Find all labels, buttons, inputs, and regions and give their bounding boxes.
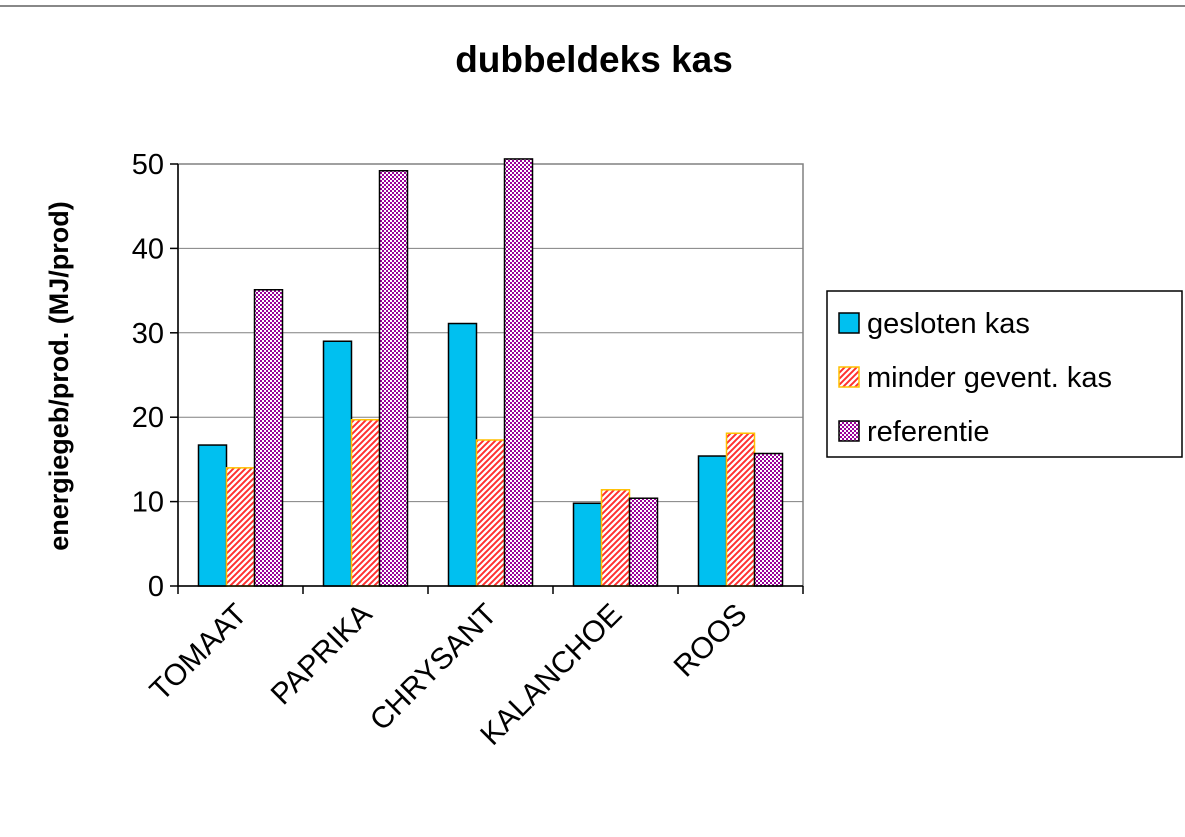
axes bbox=[177, 164, 803, 587]
bar-kalanchoe-minder-gevent-kas bbox=[600, 489, 631, 587]
y-tick-label: 0 bbox=[148, 571, 164, 603]
y-axis-label: energiegeb/prod. (MJ/prod) bbox=[44, 201, 74, 551]
legend-label: gesloten kas bbox=[867, 308, 1030, 340]
bar-paprika-referentie bbox=[378, 170, 409, 587]
bar-tomaat-referentie bbox=[253, 289, 284, 587]
x-tick-label-chrysant: CHRYSANT bbox=[364, 598, 504, 738]
legend-swatch bbox=[838, 312, 860, 334]
y-tick-label: 10 bbox=[132, 487, 164, 519]
y-tick-label: 40 bbox=[132, 233, 164, 265]
y-ticks: 0 10 20 30 40 50 bbox=[132, 149, 178, 603]
y-tick-label: 20 bbox=[132, 402, 164, 434]
legend-swatch bbox=[838, 366, 860, 388]
y-tick-label: 30 bbox=[132, 318, 164, 350]
y-tick-label: 50 bbox=[132, 149, 164, 181]
legend-label: minder gevent. kas bbox=[867, 362, 1112, 394]
chart-title: dubbeldeks kas bbox=[455, 39, 733, 80]
x-tick-label-tomaat: TOMAAT bbox=[144, 598, 254, 708]
bar-kalanchoe-referentie bbox=[628, 497, 659, 587]
bar-chrysant-gesloten-kas bbox=[447, 322, 478, 587]
bar-tomaat-minder-gevent-kas bbox=[225, 467, 256, 587]
bar-paprika-minder-gevent-kas bbox=[350, 418, 381, 587]
bar-tomaat-gesloten-kas bbox=[197, 444, 228, 587]
plot-area: 0 10 20 30 40 50 TOMAAT PAPRIKACHRYSANTKALANCH… bbox=[132, 149, 804, 752]
bar-roos-minder-gevent-kas bbox=[725, 432, 756, 587]
legend-label: referentie bbox=[867, 416, 990, 448]
bar-roos-gesloten-kas bbox=[697, 455, 728, 587]
bar-kalanchoe-gesloten-kas bbox=[572, 502, 603, 587]
bar-chrysant-minder-gevent-kas bbox=[475, 439, 506, 587]
bar-paprika-gesloten-kas bbox=[322, 340, 353, 587]
bars bbox=[197, 158, 784, 587]
x-tick-label-roos: ROOS bbox=[668, 598, 754, 684]
legend-box bbox=[826, 290, 1183, 458]
bar-chrysant-referentie bbox=[503, 158, 534, 587]
bar-roos-referentie bbox=[753, 452, 784, 587]
legend: gesloten kas minder gevent. kas referentie bbox=[826, 290, 1183, 458]
legend-swatch bbox=[838, 420, 860, 442]
x-tick-label-paprika: PAPRIKA bbox=[265, 598, 379, 712]
